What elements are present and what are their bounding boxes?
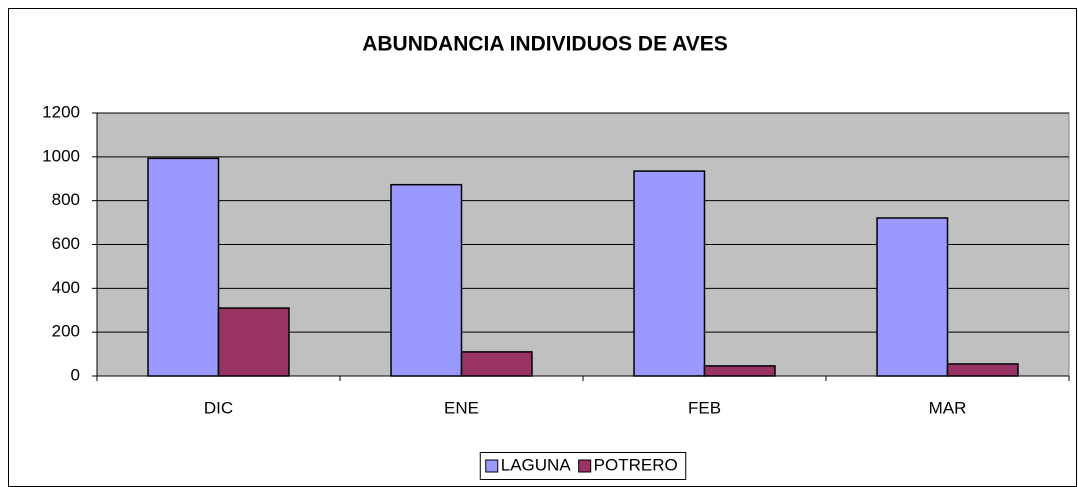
y-tick-label: 1000 [42, 146, 80, 165]
y-tick-label: 1200 [42, 102, 80, 121]
bar [217, 307, 290, 377]
bar [390, 183, 463, 377]
legend-swatch [485, 459, 499, 473]
bar [946, 363, 1019, 377]
y-tick-label: 800 [52, 190, 80, 209]
bar [633, 170, 706, 377]
x-tick-label: FEB [688, 398, 721, 417]
legend-label: POTRERO [594, 455, 678, 474]
bar [876, 217, 949, 377]
legend-swatch [578, 459, 592, 473]
y-tick-label: 400 [52, 278, 80, 297]
x-tick-label: MAR [929, 398, 967, 417]
bar [460, 351, 533, 377]
bar [703, 365, 776, 377]
chart-title: ABUNDANCIA INDIVIDUOS DE AVES [362, 33, 728, 56]
y-tick-label: 0 [71, 365, 80, 384]
bar [147, 157, 220, 377]
x-tick-label: ENE [444, 398, 479, 417]
y-tick-label: 600 [52, 234, 80, 253]
y-tick-label: 200 [52, 322, 80, 341]
x-tick-label: DIC [204, 398, 233, 417]
legend-label: LAGUNA [501, 455, 572, 474]
